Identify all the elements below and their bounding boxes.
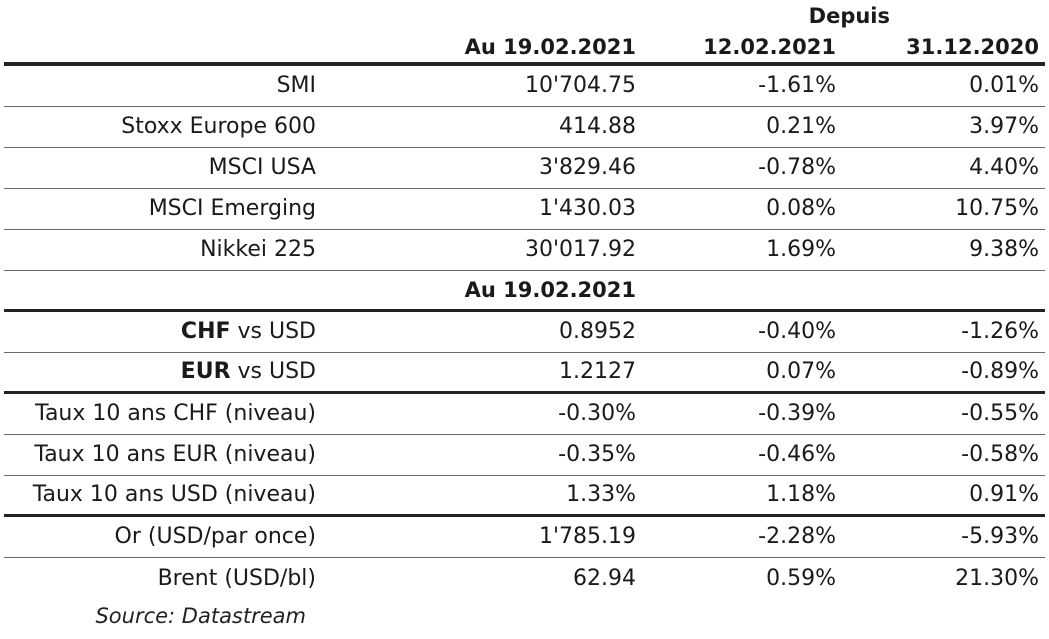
row-change-1: 1.69%	[766, 237, 836, 262]
row-value: 414.88	[559, 114, 636, 139]
row-label: CHF vs USD	[4, 321, 322, 343]
row-label: Stoxx Europe 600	[121, 114, 316, 139]
row-change-1: -0.39%	[758, 401, 836, 426]
table-row: Nikkei 225 30'017.92 1.69% 9.38%	[4, 230, 1045, 271]
row-label: SMI	[276, 73, 316, 98]
table-row: SMI 10'704.75 -1.61% 0.01%	[4, 66, 1045, 107]
row-change-2: -0.89%	[961, 359, 1039, 384]
row-change-1: -0.40%	[758, 319, 836, 344]
table-row: Or (USD/par once) 1'785.19 -2.28% -5.93%	[4, 517, 1045, 558]
column-header-date: Au 19.02.2021	[464, 35, 636, 59]
row-change-2: -5.93%	[961, 524, 1039, 549]
row-change-2: 9.38%	[969, 237, 1039, 262]
row-change-1: -0.78%	[758, 155, 836, 180]
row-value: 30'017.92	[524, 237, 636, 262]
row-label: EUR vs USD	[4, 361, 322, 383]
currency-pair-suffix: vs USD	[230, 319, 317, 344]
row-change-2: -1.26%	[961, 319, 1039, 344]
row-change-1: 0.59%	[766, 565, 836, 591]
row-value: 3'829.46	[538, 155, 636, 180]
currency-code: CHF	[180, 319, 231, 344]
row-change-1: 0.08%	[766, 196, 836, 221]
row-value: 10'704.75	[524, 73, 636, 98]
currency-code: EUR	[180, 359, 231, 384]
row-change-2: 0.91%	[969, 482, 1039, 507]
row-value: 1.33%	[566, 482, 636, 507]
table-row: MSCI USA 3'829.46 -0.78% 4.40%	[4, 148, 1045, 189]
row-label: MSCI USA	[208, 155, 316, 180]
row-value: 1'785.19	[538, 524, 636, 549]
table-row: CHF vs USD 0.8952 -0.40% -1.26%	[4, 312, 1045, 353]
row-change-2: -0.58%	[961, 442, 1039, 467]
row-label: Or (USD/par once)	[114, 524, 316, 549]
row-value: -0.35%	[558, 442, 636, 467]
row-change-1: -1.61%	[758, 73, 836, 98]
currency-pair-suffix: vs USD	[230, 359, 317, 384]
row-label: Brent (USD/bl)	[157, 565, 316, 591]
row-change-2: 21.30%	[955, 565, 1039, 591]
row-change-1: 1.18%	[766, 482, 836, 507]
row-value: 0.8952	[559, 319, 636, 344]
row-change-2: 10.75%	[955, 196, 1039, 221]
row-label: Nikkei 225	[200, 237, 316, 262]
row-change-1: -2.28%	[758, 524, 836, 549]
market-data-table: Depuis Au 19.02.2021 12.02.2021 31.12.20…	[4, 0, 1045, 599]
column-header-row: Au 19.02.2021 12.02.2021 31.12.2020	[4, 33, 1045, 66]
depuis-label: Depuis	[808, 4, 890, 28]
row-change-2: 0.01%	[969, 73, 1039, 98]
row-change-1: 0.07%	[766, 359, 836, 384]
row-change-1: 0.21%	[766, 114, 836, 139]
header-row-depuis: Depuis	[4, 0, 1045, 33]
column-header-since-1: 12.02.2021	[703, 35, 836, 59]
section-header-date: Au 19.02.2021	[464, 277, 636, 302]
row-label: Taux 10 ans EUR (niveau)	[34, 442, 316, 467]
column-header-since-2: 31.12.2020	[906, 35, 1039, 59]
table-row: Stoxx Europe 600 414.88 0.21% 3.97%	[4, 107, 1045, 148]
table-row: Taux 10 ans EUR (niveau) -0.35% -0.46% -…	[4, 435, 1045, 476]
row-change-2: 3.97%	[969, 114, 1039, 139]
row-value: 1'430.03	[538, 196, 636, 221]
source-note: Source: Datastream	[95, 604, 306, 628]
row-value: 62.94	[573, 565, 636, 591]
row-label: MSCI Emerging	[148, 196, 316, 221]
table-row: Taux 10 ans CHF (niveau) -0.30% -0.39% -…	[4, 394, 1045, 435]
table-row: EUR vs USD 1.2127 0.07% -0.89%	[4, 353, 1045, 394]
table-row: Brent (USD/bl) 62.94 0.59% 21.30%	[4, 558, 1045, 599]
section-header-row: Au 19.02.2021	[4, 271, 1045, 312]
row-value: -0.30%	[558, 401, 636, 426]
row-change-2: 4.40%	[969, 155, 1039, 180]
row-value: 1.2127	[559, 359, 636, 384]
row-change-2: -0.55%	[961, 401, 1039, 426]
row-label: Taux 10 ans CHF (niveau)	[35, 401, 316, 426]
table-row: MSCI Emerging 1'430.03 0.08% 10.75%	[4, 189, 1045, 230]
table-row: Taux 10 ans USD (niveau) 1.33% 1.18% 0.9…	[4, 476, 1045, 517]
row-label: Taux 10 ans USD (niveau)	[32, 482, 316, 507]
row-change-1: -0.46%	[758, 442, 836, 467]
